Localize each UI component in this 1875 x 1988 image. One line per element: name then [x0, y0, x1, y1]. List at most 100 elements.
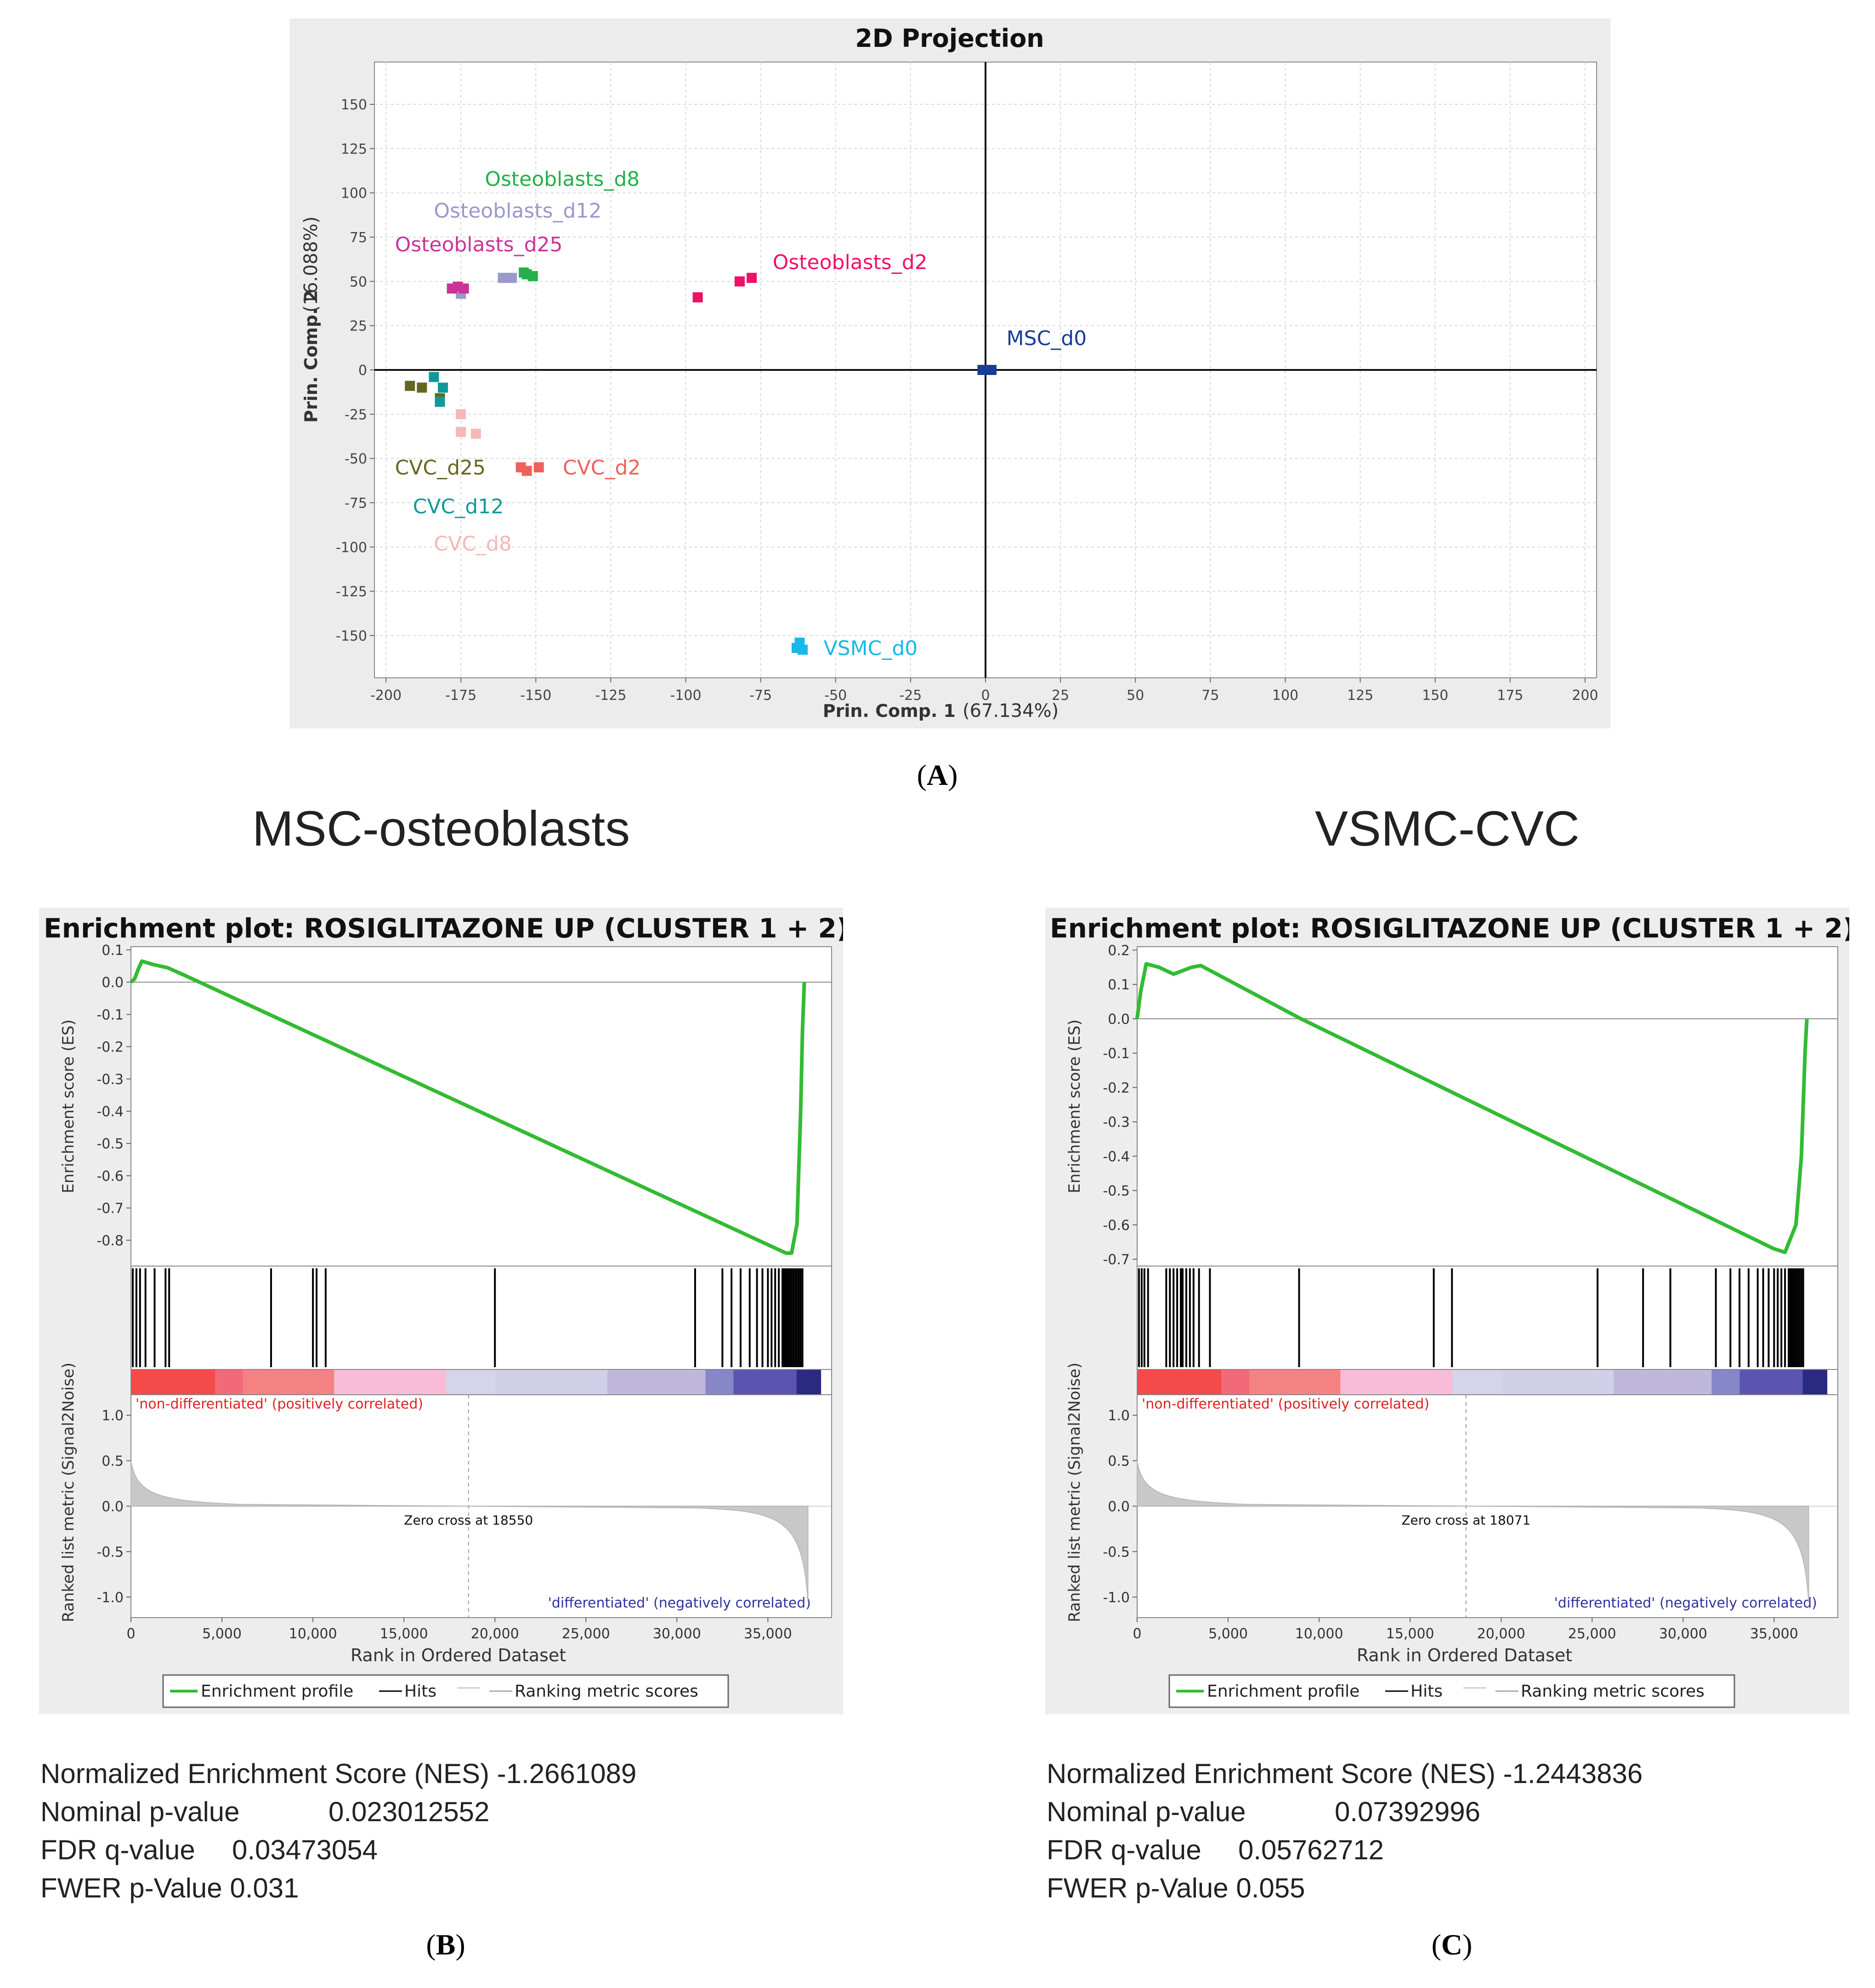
pca-y-tick-label: 125 [341, 141, 367, 157]
gsea-x-tick-label: 15,000 [1386, 1626, 1434, 1642]
stat-fdr-b: 0.03473054 [232, 1835, 378, 1865]
pca-y-tick-label: 75 [350, 230, 367, 246]
pca-point [734, 276, 745, 287]
pca-point [456, 409, 466, 420]
pca-x-tick-label: 75 [1201, 687, 1219, 704]
panel-label-c: (C) [1431, 1928, 1473, 1961]
gsea-rank-color-segment [1249, 1369, 1341, 1395]
pca-x-tick-label: -150 [520, 687, 551, 704]
pca-point [459, 283, 469, 294]
gsea-metric-tick-label: 0.5 [1108, 1454, 1130, 1470]
gsea-legend-label: Enrichment profile [201, 1682, 353, 1701]
gsea-x-tick-label: 0 [126, 1626, 135, 1642]
gsea-enrichment-profile [130, 959, 806, 1255]
gsea-metric-tick-label: -1.0 [96, 1590, 124, 1606]
gsea-x-axis-label: Rank in Ordered Dataset [1357, 1645, 1572, 1665]
pca-point [470, 428, 481, 439]
gsea-x-tick-label: 20,000 [1477, 1626, 1525, 1642]
pca-series-label: Osteoblasts_d2 [773, 250, 928, 274]
gsea-hits-panel [130, 1266, 832, 1370]
pca-x-tick-label: 200 [1572, 687, 1598, 704]
gsea-rank-color-segment [446, 1369, 496, 1395]
pca-x-tick-label: 100 [1272, 687, 1298, 704]
pca-x-tick-label: -25 [899, 687, 922, 704]
pca-series-label: CVC_d12 [413, 495, 504, 518]
gsea-rank-color-segment [334, 1369, 447, 1395]
gsea-ranking-metric-scores [130, 1460, 809, 1602]
pca-point [692, 292, 703, 303]
gsea-legend-label: Ranking metric scores [1521, 1682, 1705, 1701]
gsea-rank-color-segment [796, 1369, 822, 1395]
stat-fwer-c: FWER p-Value 0.055 [1047, 1873, 1305, 1903]
pca-series-label: Osteoblasts_d8 [485, 167, 640, 191]
gsea-es-tick-label: -0.2 [96, 1039, 124, 1056]
gsea-rank-color-segment [1137, 1369, 1222, 1395]
gsea-es-tick-label: -0.1 [96, 1007, 124, 1023]
gsea-plot-msc-osteoblasts: Enrichment plot: ROSIGLITAZONE UP (CLUST… [39, 908, 843, 1714]
gsea-x-tick-label: 15,000 [380, 1626, 428, 1642]
gsea-metric-tick-label: 0.0 [1108, 1499, 1130, 1515]
gsea-positive-label: 'non-differentiated' (positively correla… [136, 1396, 423, 1412]
gsea-rank-color-segment [215, 1369, 244, 1395]
pca-series-labels: Osteoblasts_d8 Osteoblasts_d12 Osteoblasts… [395, 167, 1087, 660]
pca-y-tick-label: 50 [350, 274, 367, 290]
heading-vsmc-cvc: VSMC-CVC [1314, 801, 1580, 856]
gsea-metric-ylabel: Ranked list metric (Signal2Noise) [1065, 1363, 1084, 1622]
pca-y-axis-pct: (16.088%) [300, 216, 322, 312]
gsea-rank-color-segment [1221, 1369, 1250, 1395]
pca-point [435, 397, 445, 407]
gsea-x-tick-label: 20,000 [471, 1626, 519, 1642]
pca-series-label: Osteoblasts_d12 [434, 199, 601, 223]
pca-series-label: Osteoblasts_d25 [395, 233, 563, 256]
gsea-x-tick-label: 30,000 [653, 1626, 701, 1642]
stat-fwer-b: FWER p-Value 0.031 [40, 1873, 299, 1903]
gsea-plot-vsmc-cvc: Enrichment plot: ROSIGLITAZONE UP (CLUST… [1045, 908, 1849, 1714]
pca-point [986, 365, 997, 375]
gsea-es-tick-label: -0.1 [1103, 1046, 1130, 1062]
pca-point [747, 273, 757, 283]
pca-y-tick-label: -100 [336, 540, 367, 556]
gsea-x-tick-label: 10,000 [289, 1626, 337, 1642]
gsea-ranking-metric-scores [1137, 1460, 1809, 1602]
gsea-metric-tick-label: 1.0 [1108, 1408, 1130, 1424]
pca-y-tick-label: 0 [358, 363, 367, 379]
stat-pval-b: 0.023012552 [329, 1796, 490, 1827]
gsea-es-tick-label: -0.3 [96, 1072, 124, 1088]
gsea-rank-color-segment [705, 1369, 734, 1395]
gsea-metric-tick-label: -0.5 [1103, 1544, 1130, 1560]
pca-title: 2D Projection [855, 24, 1044, 53]
gsea-hits-panel [1137, 1266, 1838, 1370]
gsea-es-tick-label: -0.4 [1103, 1149, 1130, 1165]
pca-y-axis-label: Prin. Comp. 2 [301, 290, 321, 423]
gsea-rank-color-segment [1452, 1369, 1502, 1395]
gsea-x-tick-label: 25,000 [1568, 1626, 1616, 1642]
gsea-es-tick-label: -0.6 [96, 1168, 124, 1184]
stat-fdr-label-c: FDR q-value [1047, 1835, 1201, 1865]
gsea-es-tick-label: 0.2 [1108, 943, 1130, 959]
gsea-rank-color-segment [733, 1369, 797, 1395]
pca-x-tick-label: 50 [1127, 687, 1144, 704]
pca-point [521, 269, 532, 279]
gsea-metric-ylabel: Ranked list metric (Signal2Noise) [59, 1363, 78, 1622]
gsea-negative-label: 'differentiated' (negatively correlated) [1554, 1595, 1817, 1611]
pca-series-label: VSMC_d0 [824, 636, 918, 660]
stat-pval-c: 0.07392996 [1335, 1796, 1480, 1827]
pca-point [417, 382, 427, 393]
pca-series-label: MSC_d0 [1007, 327, 1087, 350]
pca-axes: -200 -175 -150 -125 -100 -75 -50 -25 0 25 50 75 100 1… [336, 62, 1598, 704]
gsea-es-tick-label: 0.1 [1108, 977, 1130, 993]
gsea-x-tick-label: 35,000 [1750, 1626, 1798, 1642]
gsea-rank-color-segment [1501, 1369, 1614, 1395]
gsea-x-tick-label: 5,000 [1208, 1626, 1248, 1642]
pca-x-tick-label: -200 [370, 687, 402, 704]
pca-x-tick-label: 150 [1422, 687, 1448, 704]
gsea-es-tick-label: -0.7 [96, 1201, 124, 1217]
gsea-es-tick-label: -0.4 [96, 1104, 124, 1120]
gsea-legend-label: Hits [1410, 1682, 1443, 1701]
pca-x-tick-label: -175 [445, 687, 476, 704]
pca-x-tick-label: -75 [749, 687, 772, 704]
gsea-x-tick-label: 35,000 [744, 1626, 792, 1642]
gsea-rank-color-segment [607, 1369, 706, 1395]
pca-x-tick-label: 25 [1052, 687, 1069, 704]
pca-point [521, 466, 532, 476]
